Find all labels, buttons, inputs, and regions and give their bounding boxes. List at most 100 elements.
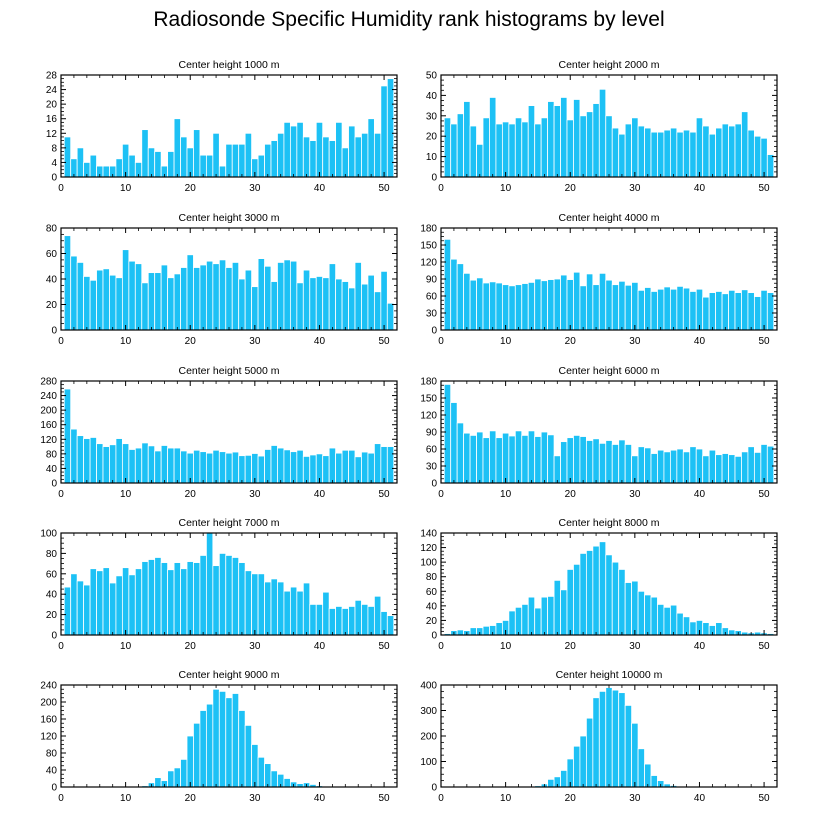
histogram-bar xyxy=(309,140,317,178)
x-tick-label: 30 xyxy=(249,336,261,347)
histogram-bar xyxy=(495,437,503,484)
histogram-bar xyxy=(573,563,581,636)
histogram-bar xyxy=(218,259,227,331)
histogram-bar xyxy=(154,450,162,484)
histogram-panel-2: Center height 2000 m 0 10 20 30 40 50 0 10 20 30 40… xyxy=(426,59,778,194)
x-tick-label: 10 xyxy=(500,183,512,194)
histogram-bar xyxy=(579,436,587,484)
histogram-bar xyxy=(180,136,188,178)
histogram-bar xyxy=(373,595,382,636)
histogram-bar xyxy=(456,629,465,636)
histogram-bar xyxy=(199,451,207,484)
panel-title: Center height 5000 m xyxy=(179,365,280,377)
y-tick-label: 20 xyxy=(46,100,58,111)
histogram-bar xyxy=(573,434,581,484)
histogram-bar xyxy=(521,604,529,636)
histogram-bar xyxy=(231,451,240,484)
histogram-bar xyxy=(322,455,330,484)
x-tick-label: 20 xyxy=(565,183,577,194)
histogram-bar xyxy=(373,443,382,484)
histogram-bar xyxy=(514,606,523,636)
histogram-bar xyxy=(264,581,272,636)
histogram-bar xyxy=(244,454,253,484)
histogram-bar xyxy=(753,296,762,331)
panel-title: Center height 4000 m xyxy=(559,212,660,224)
y-tick-label: 8 xyxy=(51,143,57,154)
histogram-bar xyxy=(154,557,162,636)
y-tick-label: 60 xyxy=(426,445,438,456)
histogram-bar xyxy=(508,123,516,178)
histogram-bar xyxy=(193,562,201,636)
y-tick-label: 40 xyxy=(46,766,58,777)
histogram-bar xyxy=(560,441,568,484)
histogram-bar xyxy=(173,118,181,178)
histogram-bar xyxy=(386,446,395,484)
histogram-bar xyxy=(476,277,484,331)
histogram-bar xyxy=(147,445,156,484)
y-tick-label: 20 xyxy=(46,300,58,311)
histogram-bar xyxy=(315,276,324,331)
histogram-bar xyxy=(553,455,561,484)
histogram-bar xyxy=(598,88,607,178)
histogram-bar xyxy=(289,125,298,178)
y-tick-label: 0 xyxy=(51,326,57,337)
histogram-bar xyxy=(277,447,285,484)
y-tick-label: 60 xyxy=(46,249,58,260)
histogram-bar xyxy=(644,287,652,331)
histogram-bar xyxy=(715,291,723,331)
histogram-bar xyxy=(361,283,369,331)
histogram-bar xyxy=(514,430,523,484)
histogram-bar xyxy=(76,580,85,636)
y-tick-label: 4 xyxy=(51,158,57,169)
histogram-bar xyxy=(141,282,149,331)
histogram-bar xyxy=(534,436,542,484)
histogram-bar xyxy=(193,129,201,178)
x-tick-label: 30 xyxy=(629,489,641,500)
histogram-bar xyxy=(167,447,175,484)
y-tick-label: 300 xyxy=(420,706,437,717)
histogram-bar xyxy=(579,553,587,636)
histogram-bar xyxy=(560,770,568,788)
histogram-bar xyxy=(669,604,678,636)
histogram-bar xyxy=(199,154,207,178)
x-tick-label: 0 xyxy=(438,183,444,194)
histogram-bar xyxy=(747,129,755,178)
histogram-bar xyxy=(270,578,278,636)
histogram-bar xyxy=(618,692,626,788)
histogram-bar xyxy=(728,454,736,484)
histogram-bar xyxy=(598,272,607,331)
panel-title: Center height 10000 m xyxy=(556,669,663,681)
x-tick-label: 10 xyxy=(120,183,132,194)
histogram-bar xyxy=(476,431,484,484)
histogram-bar xyxy=(225,452,233,484)
histogram-bar xyxy=(501,284,510,331)
histogram-bar xyxy=(193,722,201,788)
panel-title: Center height 2000 m xyxy=(559,59,660,71)
histogram-bar xyxy=(753,451,762,484)
x-tick-label: 0 xyxy=(58,489,64,500)
histogram-bar xyxy=(585,550,594,636)
histogram-bar xyxy=(657,288,665,331)
histogram-bar xyxy=(495,622,503,636)
histogram-bar xyxy=(102,446,110,484)
histogram-bar xyxy=(76,262,85,331)
y-tick-label: 20 xyxy=(426,132,438,143)
histogram-bar xyxy=(193,449,201,484)
histogram-bar xyxy=(734,123,742,178)
y-tick-label: 80 xyxy=(46,549,58,560)
histogram-bar xyxy=(611,444,620,484)
x-tick-label: 10 xyxy=(120,641,132,652)
x-tick-label: 40 xyxy=(694,183,706,194)
histogram-bar xyxy=(205,154,214,178)
histogram-bar xyxy=(469,125,477,178)
histogram-bar xyxy=(335,452,343,484)
histogram-bar xyxy=(669,127,678,178)
y-tick-label: 40 xyxy=(46,464,58,475)
histogram-bar xyxy=(682,129,691,178)
histogram-bar xyxy=(482,117,490,178)
histogram-bar xyxy=(283,778,291,788)
histogram-bar xyxy=(63,235,72,331)
histogram-bar xyxy=(89,437,97,484)
histogram-panel-3: Center height 3000 m 0 20 40 60 80 0 10 20 30 40 50 xyxy=(46,212,398,347)
x-tick-label: 30 xyxy=(629,793,641,804)
